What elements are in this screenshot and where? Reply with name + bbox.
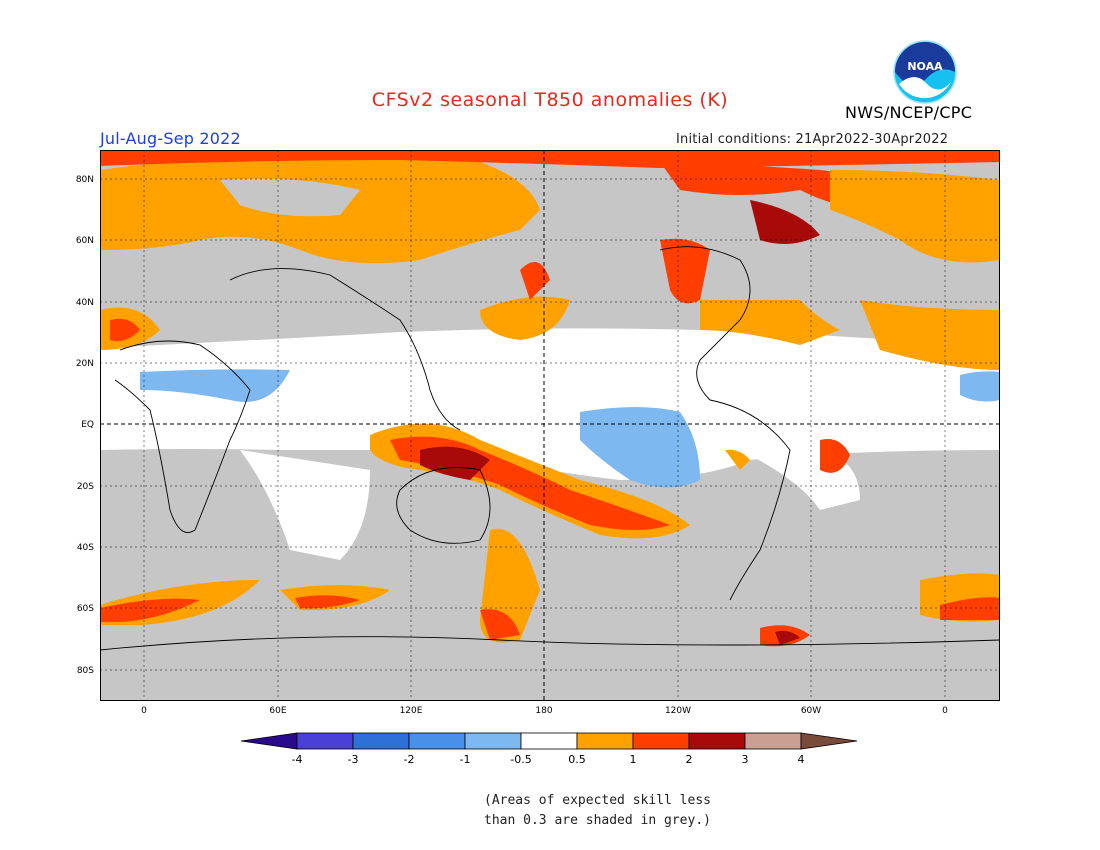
colorbar-swatch-above [800, 732, 858, 750]
lon-label: 0 [942, 706, 948, 716]
lat-label: 40S [77, 543, 94, 553]
colorbar-swatch [744, 732, 802, 750]
colorbar-swatch [408, 732, 466, 750]
lon-label: 0 [141, 706, 147, 716]
anomaly-map [100, 150, 1000, 701]
lat-label: 80S [77, 666, 94, 676]
colorbar-swatch [352, 732, 410, 750]
warm-anomaly-atlantic [700, 300, 840, 345]
colorbar-swatch [688, 732, 746, 750]
lat-label: 20N [76, 359, 94, 369]
lon-label: 120W [665, 706, 691, 716]
season-label: Jul-Aug-Sep 2022 [100, 129, 241, 148]
colorbar-swatches [240, 732, 858, 750]
colorbar-tick-label: 4 [798, 753, 805, 766]
longitude-axis: 0 60E 120E 180 120W 60W 0 [141, 706, 948, 716]
cool-anomaly-central-pacific [580, 407, 700, 488]
coastlines [100, 246, 1000, 651]
warm-anomaly-north-atlantic [860, 300, 1000, 370]
cool-anomaly-west-africa-east [960, 371, 1000, 402]
strong-warm-southern-ocean-central [295, 595, 360, 609]
chart-title: CFSv2 seasonal T850 anomalies (K) [371, 89, 729, 111]
strong-warm-western-us [660, 238, 710, 304]
initial-conditions-label: Initial conditions: 21Apr2022-30Apr2022 [676, 132, 949, 147]
lat-label: 20S [77, 482, 94, 492]
colorbar-tick-label: -1 [460, 753, 471, 766]
colorbar-tick-label: -0.5 [510, 753, 531, 766]
strong-warm-kamchatka [520, 262, 550, 300]
strong-warm-arctic [100, 150, 1000, 168]
cool-anomaly-sahel [140, 369, 290, 402]
strong-warm-ross-sea [480, 609, 520, 640]
colorbar-tick-label: 3 [742, 753, 749, 766]
strong-warm-brazil [820, 439, 850, 473]
lat-label: 60N [76, 236, 94, 246]
strong-warm-iberia [110, 318, 140, 342]
lat-label: 60S [77, 604, 94, 614]
colorbar-tick-label: 1 [630, 753, 637, 766]
lat-label: 80N [76, 175, 94, 185]
colorbar-tick-label: 2 [686, 753, 693, 766]
lat-label: EQ [81, 420, 94, 430]
strong-warm-southern-ocean-east [940, 597, 1000, 620]
map-frame [100, 150, 1000, 701]
footnote-line: (Areas of expected skill less [484, 793, 711, 808]
very-warm-antarctic-peninsula [775, 630, 800, 645]
graticule [100, 150, 1000, 701]
footnote-line: than 0.3 are shaded in grey.) [484, 813, 711, 828]
colorbar-labels: -4 -3 -2 -1 -0.5 0.5 1 2 3 4 [292, 753, 805, 766]
colorbar: -4 -3 -2 -1 -0.5 0.5 1 2 3 4 [240, 732, 858, 766]
colorbar-swatch [464, 732, 522, 750]
lon-label: 120E [400, 706, 423, 716]
very-warm-australia [420, 446, 490, 480]
lon-label: 60E [269, 706, 286, 716]
colorbar-tick-label: -4 [292, 753, 303, 766]
colorbar-tick-label: -3 [348, 753, 359, 766]
strong-warm-southern-ocean-west [100, 598, 200, 622]
warm-anomaly-greenland [830, 170, 1000, 263]
latitude-axis: 80N 60N 40N 20N EQ 20S 40S 60S 80S [76, 175, 94, 676]
colorbar-swatch [632, 732, 690, 750]
colorbar-swatch [296, 732, 354, 750]
warm-anomaly-north-pacific [480, 296, 570, 340]
colorbar-swatch-below [240, 732, 298, 750]
noaa-logo-icon: NOAA [893, 40, 957, 104]
colorbar-swatch [520, 732, 578, 750]
colorbar-tick-label: -2 [404, 753, 415, 766]
lat-label: 40N [76, 298, 94, 308]
lon-label: 60W [801, 706, 821, 716]
neutral-tropical-band [100, 328, 1000, 480]
neutral-indian-ocean [240, 450, 370, 560]
colorbar-tick-label: 0.5 [568, 753, 586, 766]
skill-footnote: (Areas of expected skill less than 0.3 a… [0, 791, 1100, 831]
low-skill-siberia [220, 178, 360, 217]
agency-label: NWS/NCEP/CPC [845, 103, 973, 122]
lon-label: 180 [535, 706, 552, 716]
colorbar-swatch [576, 732, 634, 750]
logo-text: NOAA [907, 60, 943, 73]
very-warm-canada [750, 200, 820, 244]
warm-anomaly-peru [725, 449, 750, 470]
